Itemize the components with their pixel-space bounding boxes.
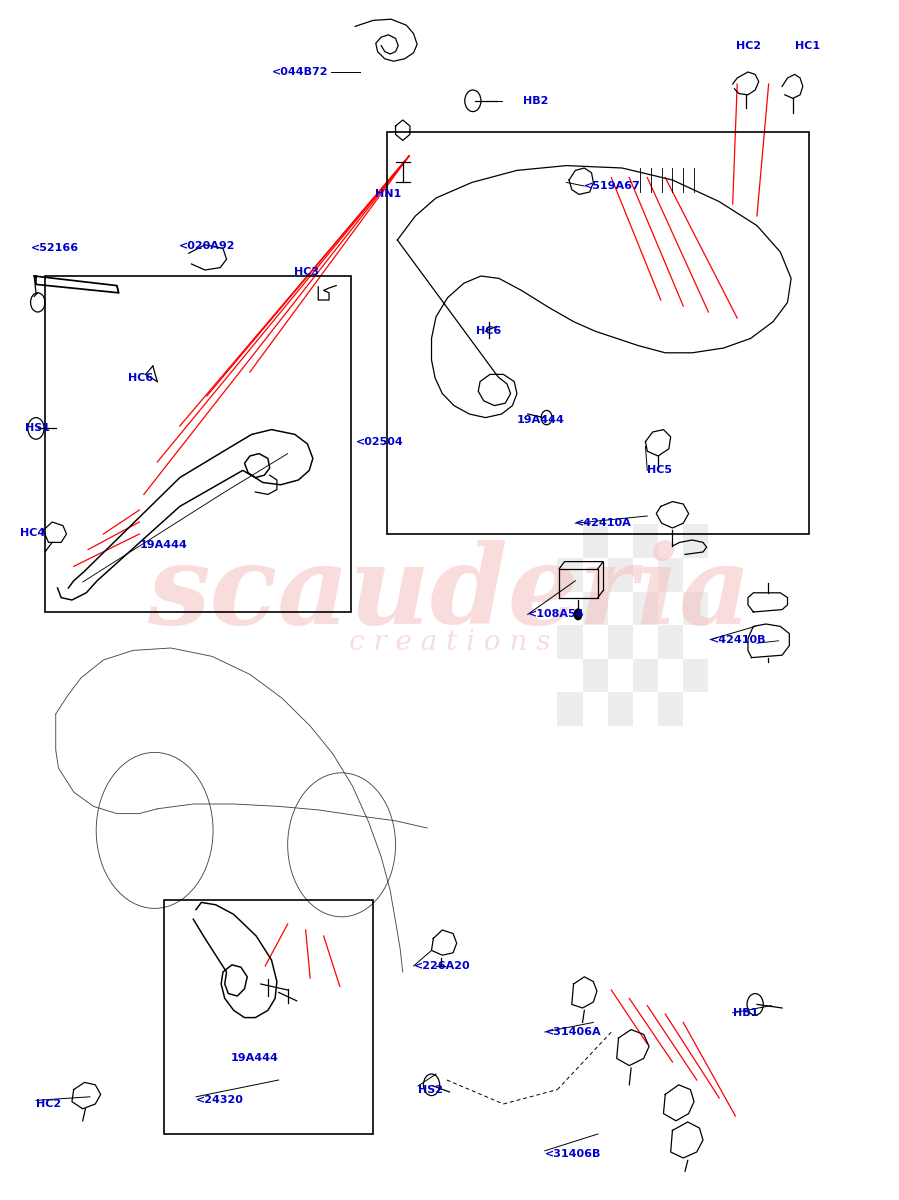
Text: <42410A: <42410A xyxy=(575,518,632,528)
Text: 19A444: 19A444 xyxy=(517,415,565,425)
Bar xyxy=(633,659,658,692)
Bar xyxy=(608,692,633,726)
Text: 19A444: 19A444 xyxy=(139,540,187,550)
Text: scauderia: scauderia xyxy=(147,540,752,648)
Bar xyxy=(164,900,373,1134)
Text: <31406A: <31406A xyxy=(545,1027,601,1037)
Text: HC5: HC5 xyxy=(647,466,672,475)
Text: HC6: HC6 xyxy=(128,373,153,383)
Text: <52166: <52166 xyxy=(31,244,79,253)
Bar xyxy=(557,625,583,659)
Bar xyxy=(45,276,351,612)
Bar xyxy=(633,524,658,558)
Text: <226A20: <226A20 xyxy=(414,961,470,971)
Bar xyxy=(633,592,658,625)
Text: <02504: <02504 xyxy=(356,437,404,446)
Bar xyxy=(658,625,683,659)
Text: HC6: HC6 xyxy=(476,326,502,336)
Bar xyxy=(557,558,583,592)
Text: HB1: HB1 xyxy=(733,1008,758,1018)
Text: <519A67: <519A67 xyxy=(584,181,641,191)
Bar xyxy=(683,524,708,558)
Text: <044B72: <044B72 xyxy=(271,67,328,77)
Bar xyxy=(658,692,683,726)
Text: HN1: HN1 xyxy=(375,190,402,199)
Text: c r e a t i o n s: c r e a t i o n s xyxy=(349,629,550,655)
Bar xyxy=(683,592,708,625)
Text: <020A92: <020A92 xyxy=(179,241,236,251)
Text: HS2: HS2 xyxy=(418,1085,443,1094)
Text: <31406B: <31406B xyxy=(545,1150,601,1159)
Bar xyxy=(683,659,708,692)
Bar xyxy=(557,692,583,726)
Bar xyxy=(658,558,683,592)
Text: 19A444: 19A444 xyxy=(231,1054,279,1063)
Bar xyxy=(608,625,633,659)
Bar xyxy=(583,659,608,692)
Text: HC3: HC3 xyxy=(294,268,319,277)
Text: HC4: HC4 xyxy=(20,528,45,538)
Text: HC2: HC2 xyxy=(736,41,761,50)
Circle shape xyxy=(574,608,583,620)
Bar xyxy=(583,524,608,558)
Text: <24320: <24320 xyxy=(196,1096,244,1105)
Text: <108A54: <108A54 xyxy=(528,610,584,619)
Text: <42410B: <42410B xyxy=(710,635,767,644)
Bar xyxy=(387,132,809,534)
Text: HB2: HB2 xyxy=(523,96,548,106)
Text: HS1: HS1 xyxy=(25,424,50,433)
Bar xyxy=(583,592,608,625)
Text: HC2: HC2 xyxy=(36,1099,61,1109)
Text: HC1: HC1 xyxy=(795,41,820,50)
Bar xyxy=(608,558,633,592)
